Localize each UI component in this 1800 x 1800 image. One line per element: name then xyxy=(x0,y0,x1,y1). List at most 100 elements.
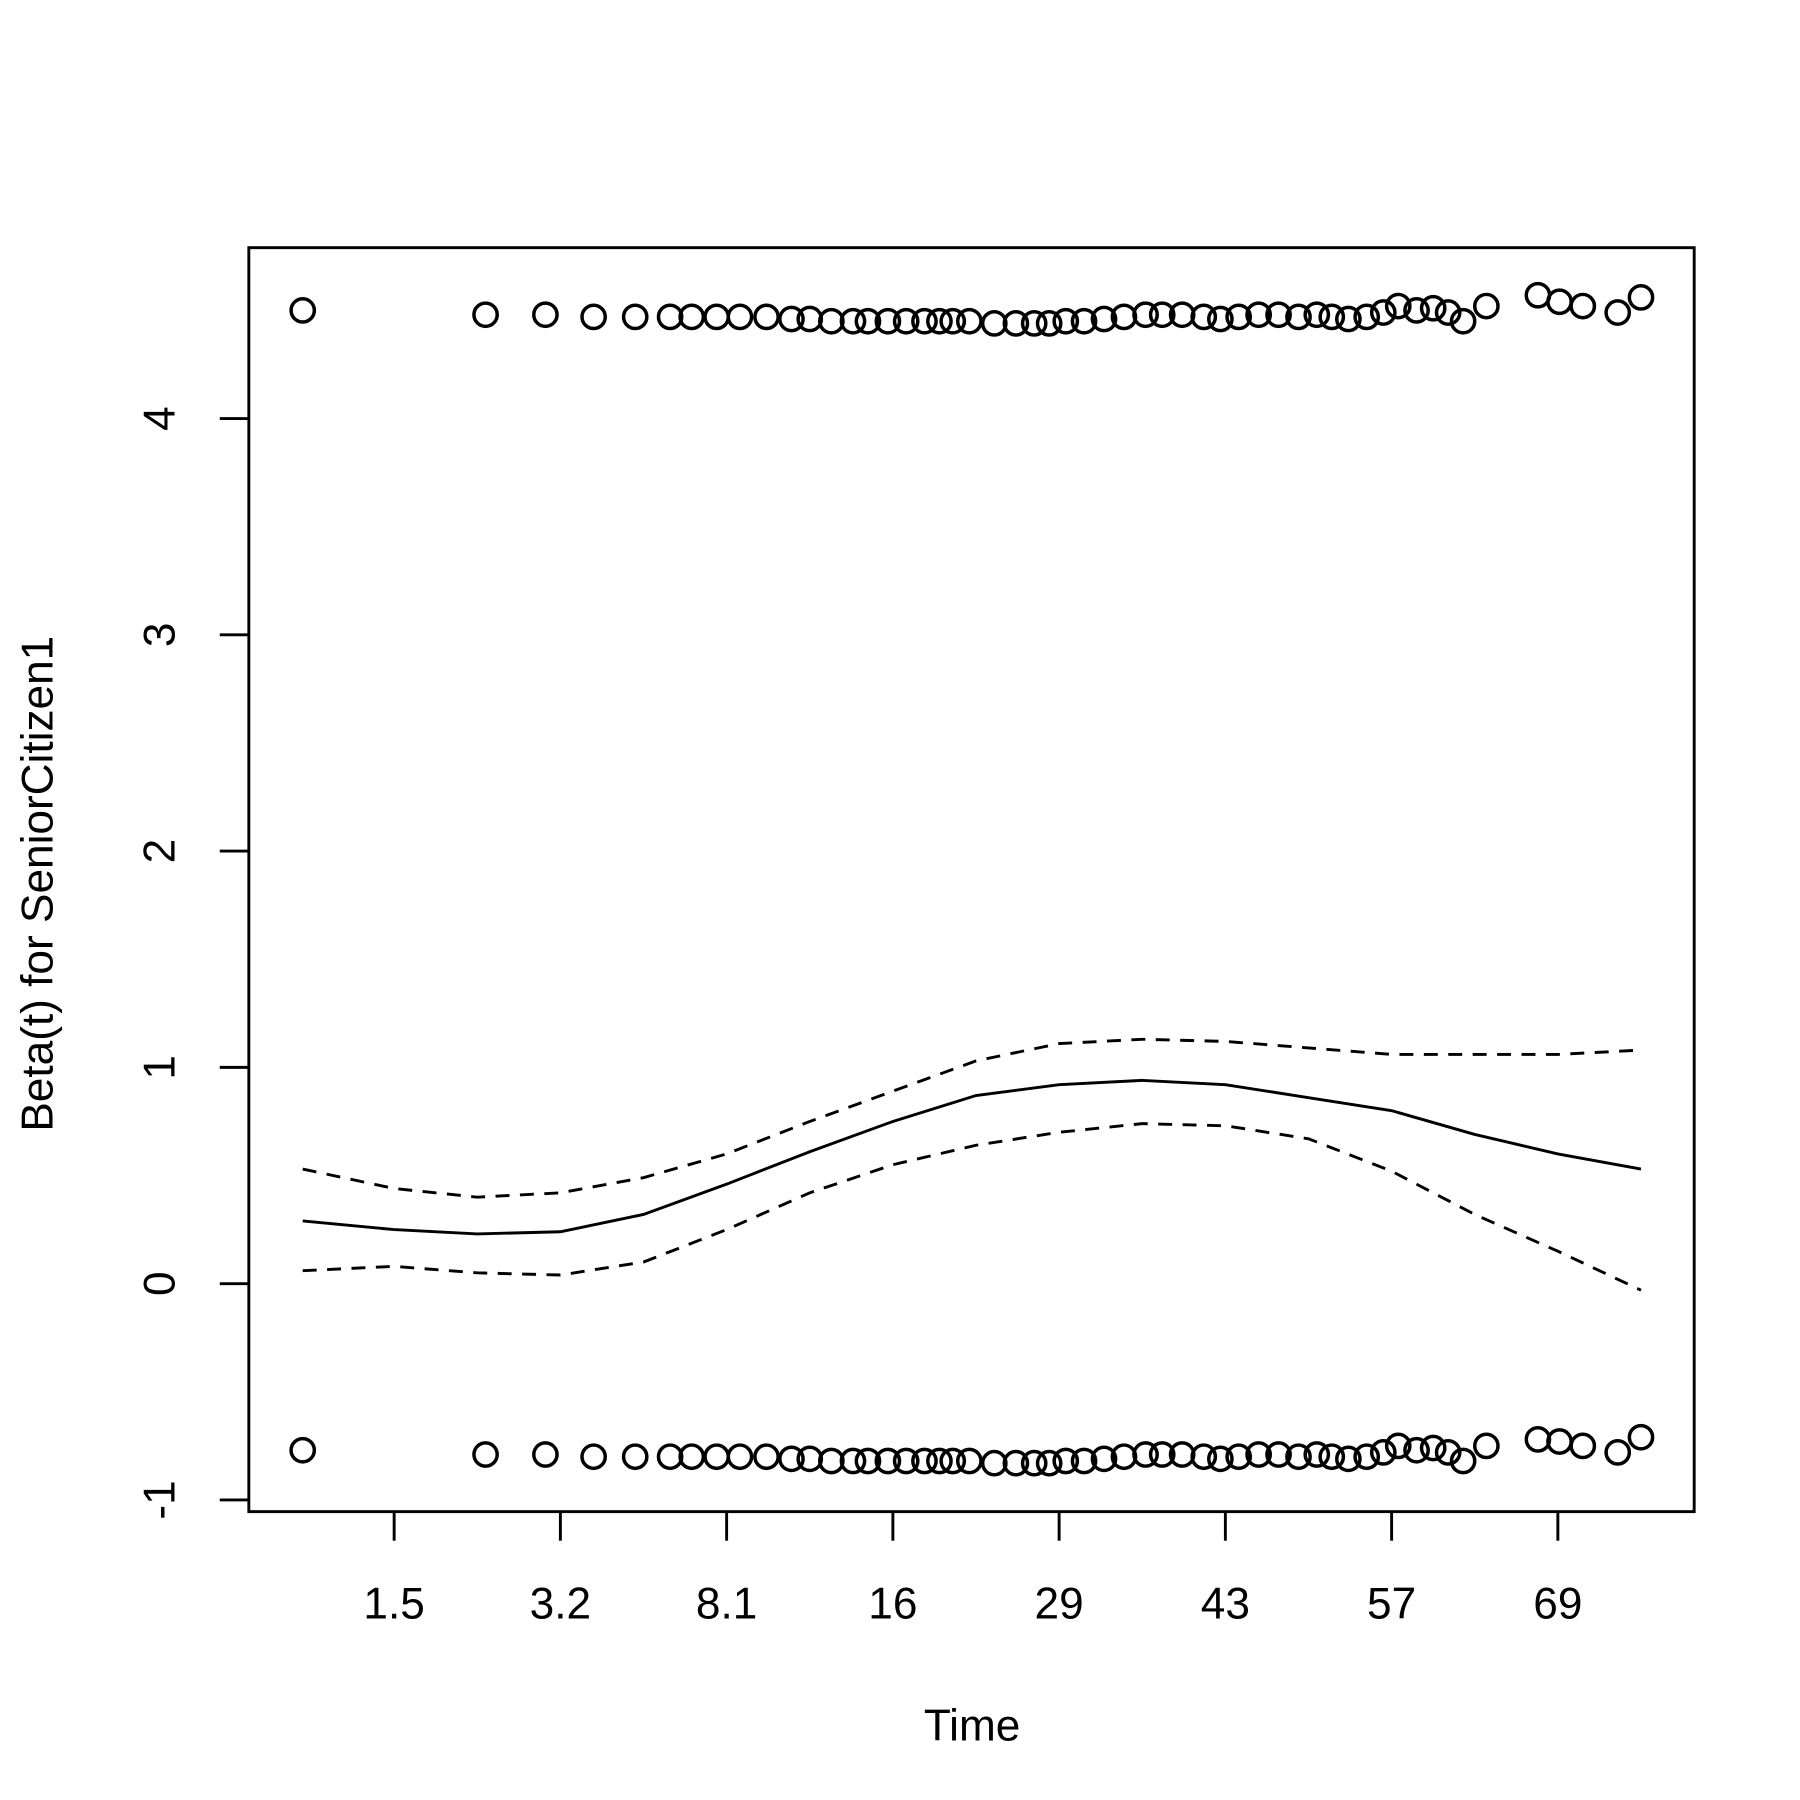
residual-point xyxy=(955,307,983,335)
y-tick-label: 4 xyxy=(135,406,184,431)
residual-point xyxy=(1546,1428,1573,1455)
y-tick-label: 3 xyxy=(135,623,184,648)
residual-point xyxy=(1265,1441,1292,1468)
x-tick-label: 57 xyxy=(1367,1580,1416,1629)
residual-point xyxy=(1148,1441,1176,1468)
residual-point xyxy=(926,307,953,335)
residual-point xyxy=(854,1447,882,1475)
residual-point xyxy=(1265,301,1292,329)
residual-point xyxy=(289,1436,317,1464)
residual-point xyxy=(1225,303,1253,331)
residual-point xyxy=(1473,292,1500,320)
residual-point xyxy=(1245,1441,1272,1468)
residual-point xyxy=(1052,307,1080,335)
residual-point xyxy=(678,303,706,331)
residual-point xyxy=(656,1443,684,1471)
x-tick-label: 8.1 xyxy=(696,1580,757,1629)
residual-point xyxy=(778,1445,805,1473)
residual-point xyxy=(753,1443,780,1471)
residual-point xyxy=(703,1443,731,1471)
residual-point xyxy=(1207,305,1234,333)
x-tick-label: 1.5 xyxy=(363,1580,424,1629)
residual-point xyxy=(1419,1434,1447,1462)
residual-point xyxy=(532,1441,559,1468)
residual-point xyxy=(1285,1443,1312,1471)
residual-point xyxy=(911,1447,938,1475)
curve xyxy=(302,1037,1642,1199)
residual-point xyxy=(1403,1436,1430,1464)
residual-point xyxy=(1303,301,1331,329)
residual-point xyxy=(1318,303,1346,331)
residual-point xyxy=(1035,1449,1063,1477)
residual-point xyxy=(1303,1441,1331,1468)
residual-point xyxy=(580,303,608,331)
residual-point xyxy=(1002,1449,1030,1477)
residual-point xyxy=(1132,301,1159,329)
residual-point xyxy=(656,303,684,331)
residual-point xyxy=(1070,307,1098,335)
residual-point xyxy=(1148,301,1176,329)
residual-point xyxy=(1353,303,1381,331)
y-tick-label: 1 xyxy=(135,1055,184,1080)
residual-point xyxy=(1020,310,1048,337)
residual-point xyxy=(874,307,902,335)
residual-point xyxy=(955,1447,983,1475)
residual-point xyxy=(892,307,920,335)
residual-point xyxy=(1569,292,1597,320)
residual-point xyxy=(1002,310,1030,337)
residual-point xyxy=(1546,288,1573,316)
residual-point xyxy=(1627,1423,1655,1451)
x-tick-label: 16 xyxy=(868,1580,917,1629)
residual-point xyxy=(1419,294,1447,322)
residual-point xyxy=(1190,303,1218,331)
residual-point xyxy=(1335,1445,1362,1473)
residual-point xyxy=(1285,303,1312,331)
residual-point xyxy=(678,1443,706,1471)
residual-point xyxy=(817,307,845,335)
residual-point xyxy=(726,1443,754,1471)
residual-point xyxy=(939,1447,967,1475)
residual-point xyxy=(874,1447,902,1475)
residual-point xyxy=(1090,305,1118,333)
residual-point xyxy=(1020,1449,1048,1477)
y-tick-label: 2 xyxy=(135,839,184,864)
x-tick-label: 43 xyxy=(1201,1580,1250,1629)
residual-point xyxy=(1335,305,1362,333)
residual-point xyxy=(1434,1438,1462,1466)
residual-point xyxy=(472,1441,499,1468)
y-tick-label: 0 xyxy=(135,1271,184,1296)
residual-point xyxy=(580,1443,608,1471)
plot-box xyxy=(247,246,1696,1514)
residual-point xyxy=(703,303,731,331)
residual-point xyxy=(1403,297,1430,324)
residual-point xyxy=(817,1447,845,1475)
residual-point xyxy=(1384,292,1412,320)
residual-point xyxy=(1353,1443,1381,1471)
residual-point xyxy=(1245,301,1272,329)
x-tick-label: 29 xyxy=(1035,1580,1084,1629)
residual-point xyxy=(1473,1432,1500,1460)
residual-point xyxy=(1434,299,1462,326)
residual-point xyxy=(472,301,499,329)
residual-point xyxy=(911,307,938,335)
residual-point xyxy=(726,303,754,331)
residual-point xyxy=(1449,307,1477,335)
residual-point xyxy=(1035,310,1063,337)
residual-point xyxy=(1449,1447,1477,1475)
residual-point xyxy=(1604,299,1632,326)
residual-point xyxy=(1132,1441,1159,1468)
residual-point xyxy=(1384,1432,1412,1460)
residual-point xyxy=(621,303,649,331)
residual-point xyxy=(1604,1438,1632,1466)
residual-point xyxy=(980,1449,1008,1477)
x-tick-label: 69 xyxy=(1533,1580,1582,1629)
residual-point xyxy=(980,310,1008,337)
x-axis-label: Time xyxy=(924,1702,1021,1751)
residual-point xyxy=(532,301,559,329)
residual-point xyxy=(1052,1447,1080,1475)
residual-point xyxy=(939,307,967,335)
residual-point xyxy=(1369,1438,1397,1466)
residual-point xyxy=(1318,1443,1346,1471)
